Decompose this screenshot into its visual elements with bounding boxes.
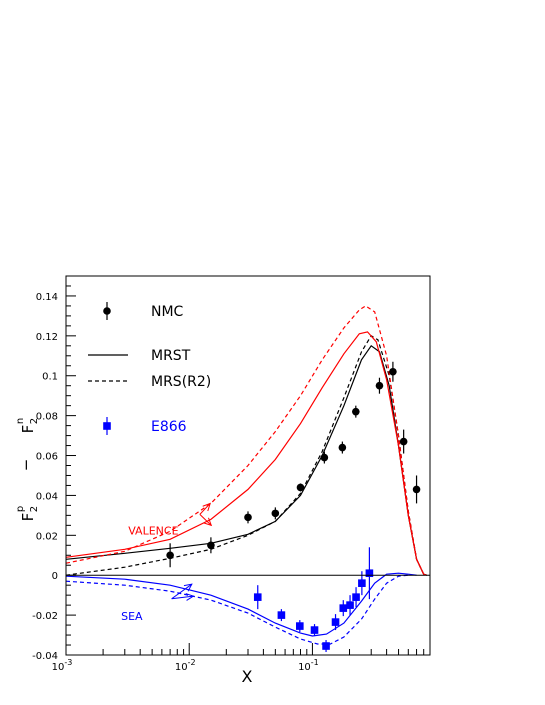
nmc-point (399, 437, 408, 446)
nmc-point (296, 483, 305, 492)
e866-point (358, 579, 366, 587)
y-tick-label: 0.12 (36, 332, 58, 343)
annotation-arrowhead (202, 502, 211, 512)
curve-valence-mrst (65, 331, 428, 576)
legend-label: MRST (151, 348, 191, 364)
e866-point (346, 601, 354, 609)
nmc-point (166, 551, 174, 560)
curve-mrs-r2- (65, 334, 428, 576)
y-label-main-left: F (19, 513, 37, 522)
legend-marker-nmc (103, 307, 111, 315)
y-label-sup-left: p (15, 506, 26, 512)
y-tick-label: -0.04 (32, 651, 58, 662)
e866-point (277, 611, 286, 619)
y-tick-label: 0.1 (42, 372, 58, 383)
curve-valence-mrs-r2- (65, 305, 428, 576)
curve-mrst (65, 344, 428, 576)
annotation-arrowhead (203, 517, 213, 527)
e866-point (352, 593, 360, 601)
x-tick-label: 10-3 (52, 658, 73, 673)
nmc-point (338, 443, 347, 452)
legend-marker-e866 (103, 422, 111, 430)
e866-point (253, 593, 262, 601)
x-tick-label: 10-2 (175, 658, 196, 673)
legend-label: E866 (151, 419, 187, 435)
e866-point (339, 604, 348, 612)
e866-point (322, 642, 330, 650)
nmc-point (412, 485, 421, 494)
y-tick-label: 0.08 (36, 412, 58, 423)
nmc-point (352, 407, 360, 416)
y-tick-label: 0.14 (36, 292, 58, 303)
curve-sea-mrs-r2- (65, 574, 409, 645)
axes-layer: 0.140.120.10.080.060.040.020-0.02-0.0410… (15, 275, 431, 686)
annotation-valence: VALENCE (128, 524, 178, 537)
nmc-point (207, 541, 215, 550)
y-tick-label: -0.02 (32, 611, 58, 622)
legend-label: MRS(R2) (151, 374, 211, 390)
curve-sea-mrst (65, 572, 417, 637)
nmc-point (271, 509, 280, 518)
e866-point (365, 569, 374, 578)
y-label-sup-right: n (15, 418, 26, 424)
y-axis-label: F2p−F2n (15, 418, 40, 522)
annotations-layer: VALENCE SEA (121, 502, 213, 623)
e866-point (310, 626, 319, 634)
annotation-arrow (199, 514, 212, 526)
annotation-sea: SEA (121, 610, 143, 623)
annotation-arrowhead (185, 593, 195, 601)
y-label-main-right: F (19, 425, 37, 434)
curves-layer (65, 305, 428, 645)
y-tick-label: 0 (52, 571, 58, 582)
legend: NMC MRST MRS(R2) E866 (88, 302, 211, 435)
y-tick-label: 0.02 (36, 531, 58, 542)
nmc-point (244, 513, 252, 522)
nmc-point (375, 381, 384, 390)
annotation-arrow (171, 583, 193, 600)
e866-point (296, 622, 304, 630)
annotation-arrow (171, 595, 194, 600)
x-axis-label: X (242, 667, 253, 686)
y-label-sub-right: 2 (29, 418, 40, 424)
x-tick-label: 10-1 (298, 658, 319, 673)
y-tick-label: 0.06 (36, 452, 58, 463)
legend-label: NMC (151, 304, 184, 320)
nmc-point (389, 367, 397, 376)
y-label-minus: − (17, 459, 35, 472)
points-layer (166, 361, 421, 653)
y-label-sub-left: 2 (29, 506, 40, 512)
annotation-arrow (199, 503, 211, 515)
e866-point (331, 618, 340, 626)
nmc-point (320, 453, 329, 462)
y-tick-label: 0.04 (36, 491, 58, 502)
annotation-arrowhead (183, 583, 193, 592)
